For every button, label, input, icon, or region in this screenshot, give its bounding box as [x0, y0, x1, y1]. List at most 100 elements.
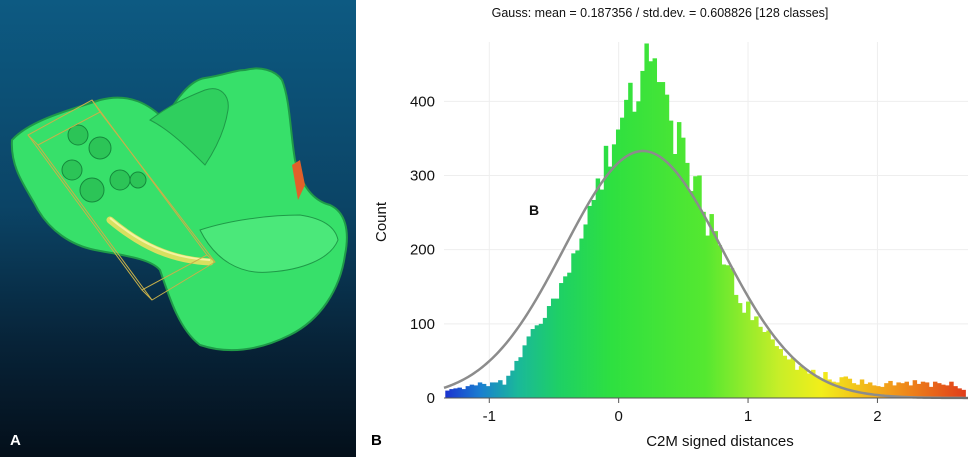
histogram-bar — [802, 369, 808, 398]
histogram-bar — [615, 129, 621, 398]
histogram-bar — [827, 379, 832, 398]
3d-viewport[interactable] — [0, 0, 356, 457]
histogram-bar — [668, 120, 674, 398]
histogram-bar — [559, 283, 564, 398]
y-tick-label: 200 — [410, 242, 435, 259]
histogram-bar — [953, 386, 958, 398]
histogram-bar — [904, 381, 909, 398]
histogram-bar — [591, 199, 597, 398]
histogram-bar — [949, 381, 954, 398]
histogram-bar — [725, 265, 731, 398]
histogram-bar — [957, 388, 962, 398]
histogram-bar — [652, 58, 658, 399]
histogram-bar — [806, 373, 812, 398]
x-axis-label: C2M signed distances — [646, 433, 794, 450]
histogram-bar — [872, 385, 877, 398]
implant-rod — [106, 216, 214, 266]
histogram-bar — [924, 382, 930, 398]
histogram-bar — [644, 43, 649, 398]
histogram-bar — [961, 389, 966, 398]
histogram-bar — [489, 382, 495, 398]
histogram-bar — [766, 330, 771, 398]
histogram-bar — [823, 372, 828, 398]
histogram-bar — [843, 376, 849, 398]
y-tick-label: 300 — [410, 168, 435, 185]
histogram-bar — [457, 387, 462, 398]
histogram-bar — [701, 211, 706, 398]
histogram-bar — [717, 245, 723, 398]
histogram-bar — [912, 380, 918, 398]
histogram-bar — [896, 382, 901, 398]
histogram-bar — [445, 390, 450, 398]
histogram-bar — [563, 276, 568, 398]
tooth — [88, 136, 112, 160]
histogram-chart: Gauss: mean = 0.187356 / std.dev. = 0.60… — [373, 6, 968, 450]
histogram-bar — [888, 380, 893, 398]
histogram-bar — [815, 375, 820, 398]
histogram-bar — [867, 382, 873, 398]
histogram-bar — [798, 366, 804, 398]
histogram-bar — [920, 381, 926, 398]
x-tick-label: 0 — [614, 408, 622, 425]
histogram-bar — [705, 235, 710, 398]
histogram-bar — [709, 214, 714, 398]
histogram-bar — [892, 385, 897, 398]
histogram-bar — [685, 162, 690, 398]
histogram-bar — [550, 298, 556, 398]
histogram-bar — [672, 153, 678, 398]
histogram-bar — [932, 381, 938, 398]
histogram-bar — [494, 382, 499, 398]
histogram-bar — [916, 383, 922, 398]
histogram-bar — [461, 389, 467, 398]
histogram-bar — [770, 339, 775, 398]
y-axis-label: Count — [373, 201, 390, 242]
histogram-bar — [526, 336, 532, 398]
histogram-bar — [587, 205, 592, 398]
histogram-bar — [762, 331, 767, 398]
histogram-bar — [510, 370, 515, 398]
y-ticks: 0 100 200 300 400 — [410, 93, 435, 407]
histogram-bar — [579, 238, 584, 398]
histogram-bars — [445, 43, 966, 399]
histogram-bar — [640, 70, 645, 399]
histogram-bar — [741, 312, 747, 398]
chart-title: Gauss: mean = 0.187356 / std.dev. = 0.60… — [492, 6, 829, 20]
histogram-bar — [782, 355, 788, 398]
histogram-bar — [835, 382, 840, 398]
histogram-bar — [831, 381, 836, 398]
histogram-bar — [603, 145, 609, 398]
histogram-bar — [786, 359, 792, 398]
histogram-bar — [713, 231, 718, 398]
jaw-model — [10, 67, 348, 352]
histogram-bar — [937, 383, 942, 398]
lower-ridge-mesh — [199, 214, 339, 273]
histogram-bar — [859, 379, 865, 398]
y-tick-label: 100 — [410, 316, 435, 333]
histogram-bar — [465, 386, 471, 398]
histogram-bar — [498, 380, 503, 398]
histogram-bar — [469, 384, 475, 398]
tooth — [129, 171, 147, 189]
histogram-bar — [908, 385, 914, 398]
histogram-bar — [607, 166, 613, 398]
histogram-bar — [656, 82, 662, 399]
tooth — [67, 124, 89, 146]
histogram-bar — [571, 253, 576, 398]
histogram-bar — [485, 386, 491, 398]
histogram-bar — [534, 325, 540, 398]
y-tick-label: 400 — [410, 93, 435, 110]
histogram-bar — [928, 386, 934, 398]
histogram-bar — [676, 122, 682, 398]
histogram-bar — [729, 268, 735, 398]
histogram-bar — [900, 383, 905, 398]
histogram-bar — [567, 272, 572, 398]
histogram-bar — [794, 369, 800, 398]
histogram-bar — [681, 137, 686, 399]
histogram-bar — [863, 383, 869, 398]
histogram-bar — [628, 82, 633, 399]
histogram-bar — [689, 191, 694, 398]
histogram-bar — [754, 316, 759, 398]
histogram-bar — [660, 82, 666, 399]
histogram-bar — [620, 117, 625, 399]
histogram-bar — [538, 323, 544, 398]
